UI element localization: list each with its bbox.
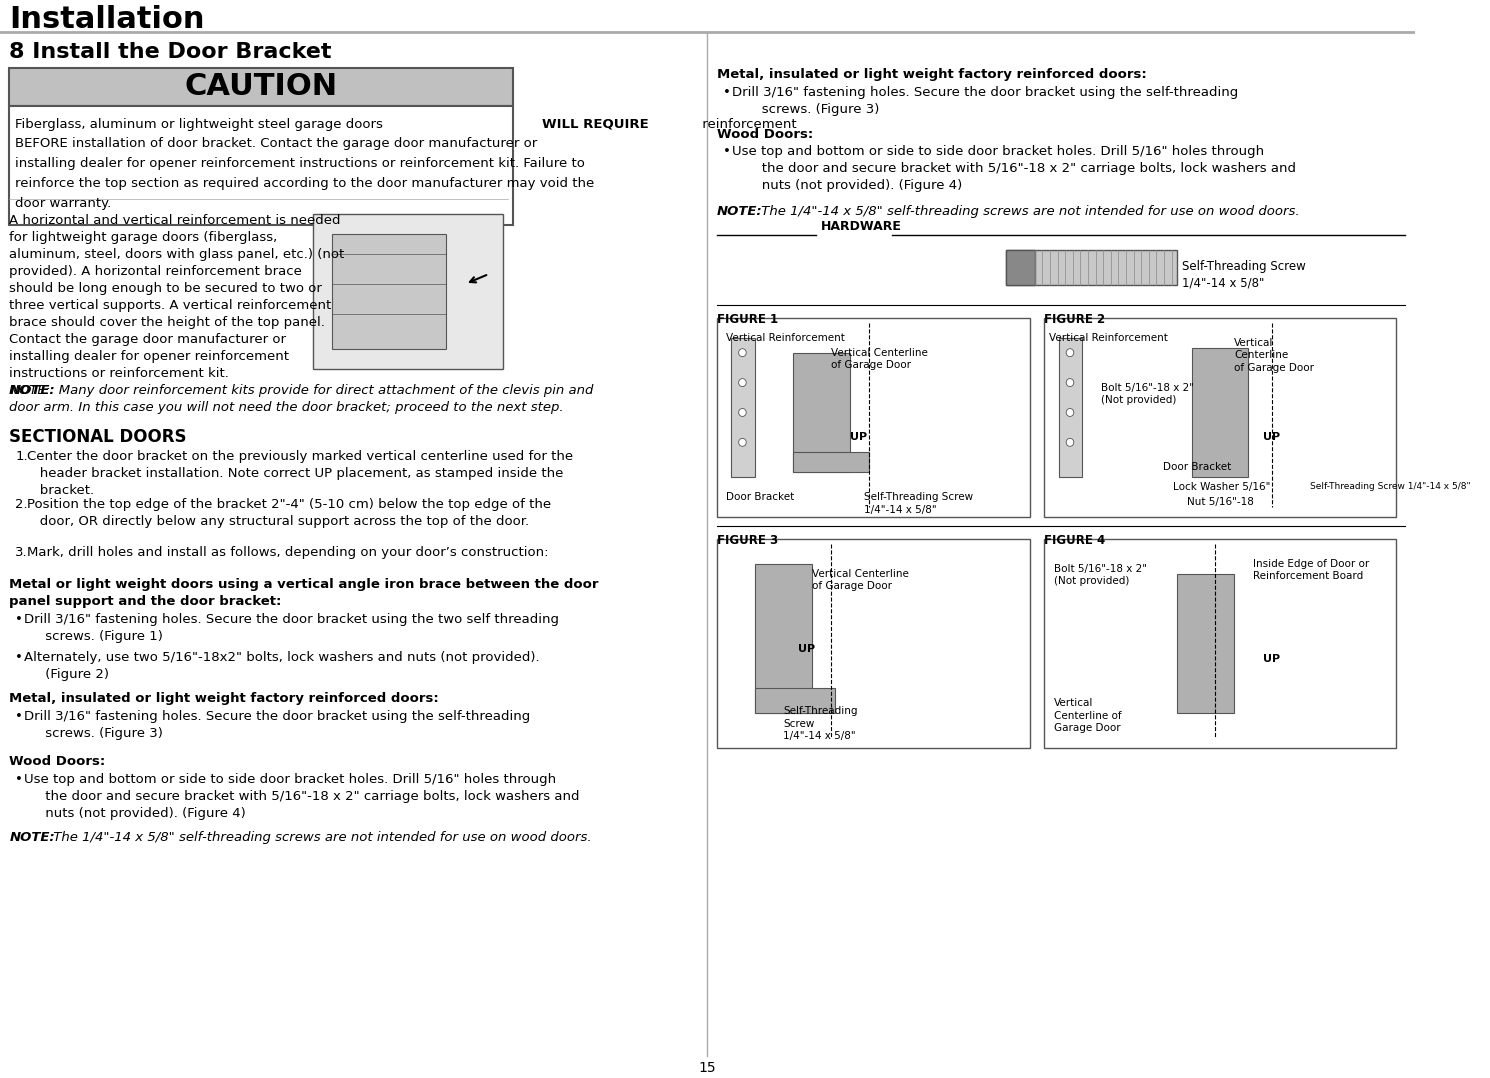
Text: Drill 3/16" fastening holes. Secure the door bracket using the self-threading
  : Drill 3/16" fastening holes. Secure the … [24,710,530,741]
Text: Wood Doors:: Wood Doors: [717,127,814,140]
Text: The 1/4"-14 x 5/8" self-threading screws are not intended for use on wood doors.: The 1/4"-14 x 5/8" self-threading screws… [757,205,1299,218]
Text: WILL REQUIRE: WILL REQUIRE [542,118,648,130]
Bar [1006,250,1036,285]
Text: A horizontal and vertical reinforcement is needed
for lightweight garage doors (: A horizontal and vertical reinforcement … [9,215,344,381]
Text: Vertical Centerline
of Garage Door: Vertical Centerline of Garage Door [831,348,928,370]
Text: Installation: Installation [9,5,206,34]
Circle shape [739,409,746,416]
Text: Self-Threading Screw
1/4"-14 x 5/8": Self-Threading Screw 1/4"-14 x 5/8" [864,493,973,514]
Text: NOTE:: NOTE: [717,205,763,218]
Bar [1044,318,1396,517]
Text: HARDWARE: HARDWARE [821,220,901,233]
Text: •: • [15,773,22,786]
Text: Center the door bracket on the previously marked vertical centerline used for th: Center the door bracket on the previousl… [27,451,572,497]
Bar [1044,539,1396,748]
Text: Door Bracket: Door Bracket [1164,462,1231,472]
Bar [1177,573,1234,714]
Text: door warranty.: door warranty. [15,197,112,210]
Circle shape [739,439,746,446]
Text: Position the top edge of the bracket 2"-4" (5-10 cm) below the top edge of the
 : Position the top edge of the bracket 2"-… [27,498,551,528]
Text: 1.: 1. [15,451,28,464]
Text: FIGURE 4: FIGURE 4 [1044,534,1106,547]
Text: Inside Edge of Door or
Reinforcement Board: Inside Edge of Door or Reinforcement Boa… [1253,558,1369,581]
Text: SECTIONAL DOORS: SECTIONAL DOORS [9,428,186,446]
Text: Door Bracket: Door Bracket [726,493,794,502]
Bar [717,539,1030,748]
Bar [1006,250,1177,285]
Text: NOTE:: NOTE: [9,831,55,844]
Text: NOTE:: NOTE: [9,384,55,397]
Text: Vertical Reinforcement: Vertical Reinforcement [726,333,845,343]
Text: Bolt 5/16"-18 x 2"
(Not provided): Bolt 5/16"-18 x 2" (Not provided) [1101,383,1195,405]
Circle shape [1067,348,1074,357]
Text: UP: UP [1262,653,1280,664]
Text: Metal or light weight doors using a vertical angle iron brace between the door
p: Metal or light weight doors using a vert… [9,578,599,608]
Text: reinforce the top section as required according to the door manufacturer may voi: reinforce the top section as required ac… [15,178,595,191]
Text: •: • [15,710,22,723]
Text: FIGURE 3: FIGURE 3 [717,534,778,547]
Bar [1058,337,1082,478]
Text: Self-Threading Screw 1/4"-14 x 5/8": Self-Threading Screw 1/4"-14 x 5/8" [1310,482,1471,492]
Bar [755,689,836,714]
Text: Drill 3/16" fastening holes. Secure the door bracket using the self-threading
  : Drill 3/16" fastening holes. Secure the … [732,85,1238,115]
Text: •: • [723,146,730,158]
Text: UP: UP [797,644,815,653]
Text: Vertical
Centerline
of Garage Door: Vertical Centerline of Garage Door [1234,337,1314,373]
Bar [755,564,812,714]
Text: The 1/4"-14 x 5/8" self-threading screws are not intended for use on wood doors.: The 1/4"-14 x 5/8" self-threading screws… [49,831,592,844]
Text: Bolt 5/16"-18 x 2"
(Not provided): Bolt 5/16"-18 x 2" (Not provided) [1053,564,1147,586]
Text: 3.: 3. [15,545,28,559]
Bar [332,234,446,348]
Text: UP: UP [1262,432,1280,442]
Text: Lock Washer 5/16": Lock Washer 5/16" [1173,482,1269,493]
FancyBboxPatch shape [9,68,513,106]
Text: •: • [15,612,22,625]
Text: CAUTION: CAUTION [185,72,338,101]
Text: FIGURE 2: FIGURE 2 [1044,313,1106,326]
Text: FIGURE 1: FIGURE 1 [717,313,778,326]
Text: UP: UP [849,432,867,442]
Text: BEFORE installation of door bracket. Contact the garage door manufacturer or: BEFORE installation of door bracket. Con… [15,138,538,151]
Text: Self-Threading
Screw
1/4"-14 x 5/8": Self-Threading Screw 1/4"-14 x 5/8" [784,706,858,742]
Circle shape [1067,378,1074,387]
Circle shape [739,378,746,387]
Text: Vertical
Centerline of
Garage Door: Vertical Centerline of Garage Door [1053,699,1122,733]
Text: 15: 15 [699,1061,717,1075]
Text: Mark, drill holes and install as follows, depending on your door’s construction:: Mark, drill holes and install as follows… [27,545,548,559]
Text: 8 Install the Door Bracket: 8 Install the Door Bracket [9,42,332,61]
Bar [313,215,504,369]
Circle shape [1067,439,1074,446]
Bar [717,318,1030,517]
Text: •: • [15,651,22,664]
Text: Use top and bottom or side to side door bracket holes. Drill 5/16" holes through: Use top and bottom or side to side door … [24,773,580,820]
Text: Use top and bottom or side to side door bracket holes. Drill 5/16" holes through: Use top and bottom or side to side door … [732,146,1296,193]
Text: NOTE:  Many door reinforcement kits provide for direct attachment of the clevis : NOTE: Many door reinforcement kits provi… [9,384,595,414]
Circle shape [1067,409,1074,416]
Text: Self-Threading Screw
1/4"-14 x 5/8": Self-Threading Screw 1/4"-14 x 5/8" [1182,260,1305,289]
Text: Vertical Centerline
of Garage Door: Vertical Centerline of Garage Door [812,569,909,592]
Bar [793,353,849,472]
Text: installing dealer for opener reinforcement instructions or reinforcement kit. Fa: installing dealer for opener reinforceme… [15,157,586,170]
Text: Metal, insulated or light weight factory reinforced doors:: Metal, insulated or light weight factory… [717,68,1147,81]
FancyBboxPatch shape [9,106,513,225]
Text: •: • [723,85,730,99]
Text: 2.: 2. [15,498,28,511]
Text: Metal, insulated or light weight factory reinforced doors:: Metal, insulated or light weight factory… [9,692,440,705]
Text: Wood Doors:: Wood Doors: [9,756,106,769]
Text: reinforcement: reinforcement [699,118,797,130]
Text: Fiberglass, aluminum or lightweight steel garage doors: Fiberglass, aluminum or lightweight stee… [15,118,387,130]
Bar [793,453,869,472]
Circle shape [739,348,746,357]
Text: Alternately, use two 5/16"-18x2" bolts, lock washers and nuts (not provided).
  : Alternately, use two 5/16"-18x2" bolts, … [24,651,539,680]
Bar [1192,348,1249,478]
Bar [732,337,755,478]
Text: Drill 3/16" fastening holes. Secure the door bracket using the two self threadin: Drill 3/16" fastening holes. Secure the … [24,612,559,642]
Text: Nut 5/16"-18: Nut 5/16"-18 [1186,497,1253,507]
Text: Vertical Reinforcement: Vertical Reinforcement [1049,333,1168,343]
